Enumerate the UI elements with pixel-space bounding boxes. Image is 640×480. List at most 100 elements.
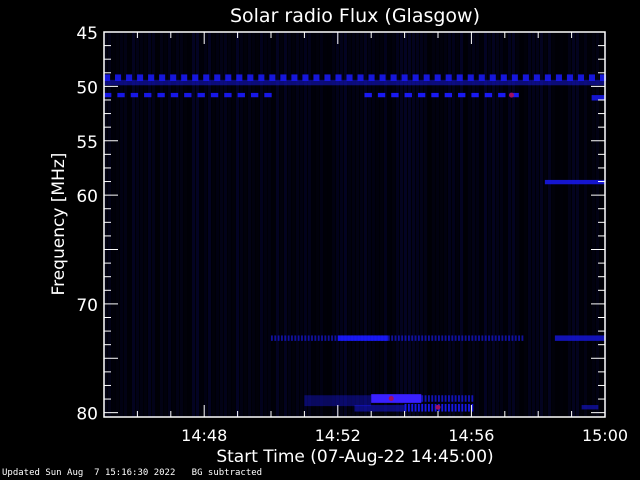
emission-feature — [434, 395, 437, 402]
emission-feature — [424, 403, 427, 412]
noise-streak — [468, 32, 471, 417]
noise-streak — [140, 32, 143, 417]
emission-feature — [414, 403, 417, 412]
emission-feature — [444, 403, 447, 412]
emission-feature — [280, 74, 287, 81]
noise-streak — [576, 32, 579, 417]
emission-feature — [130, 92, 139, 98]
emission-feature — [478, 335, 480, 341]
noise-streak — [372, 32, 375, 417]
emission-feature — [468, 335, 470, 341]
emission-feature — [368, 74, 375, 81]
emission-feature — [126, 74, 133, 81]
noise-streak — [508, 32, 511, 417]
noise-streak — [168, 32, 171, 417]
emission-feature — [387, 335, 390, 341]
noise-streak — [424, 32, 427, 417]
emission-feature — [533, 74, 540, 81]
y-tick-label: 80 — [76, 405, 98, 425]
emission-feature — [302, 74, 309, 81]
emission-feature — [321, 335, 323, 341]
x-tick-label: 15:00 — [582, 426, 628, 445]
noise-streak — [200, 32, 203, 417]
emission-feature — [412, 74, 419, 81]
emission-feature — [247, 74, 254, 81]
emission-feature — [401, 335, 404, 341]
noise-streak — [420, 32, 423, 417]
emission-feature — [448, 395, 450, 402]
noise-streak — [380, 32, 383, 417]
emission-feature — [494, 335, 497, 341]
emission-feature — [522, 74, 529, 81]
noise-streak — [328, 32, 331, 417]
noise-streak — [212, 32, 215, 417]
emission-feature — [458, 335, 460, 341]
emission-feature — [397, 335, 400, 341]
emission-feature — [407, 403, 410, 412]
noise-streak — [556, 32, 559, 417]
emission-feature — [307, 335, 310, 341]
emission-feature — [346, 74, 353, 81]
noise-streak — [368, 32, 371, 417]
emission-feature — [454, 403, 457, 412]
noise-streak — [592, 32, 595, 417]
emission-feature — [394, 335, 397, 341]
noise-streak — [516, 32, 519, 417]
emission-feature — [157, 92, 165, 98]
emission-feature — [464, 403, 467, 412]
emission-feature — [448, 335, 450, 341]
emission-feature — [481, 335, 484, 341]
noise-streak — [560, 32, 563, 417]
emission-feature — [441, 403, 444, 412]
emission-feature — [461, 403, 464, 412]
emission-feature — [337, 335, 388, 341]
emission-feature — [518, 335, 520, 341]
noise-streak — [572, 32, 575, 417]
emission-feature — [461, 335, 464, 341]
noise-streak — [492, 32, 495, 417]
noise-streak — [500, 32, 503, 417]
emission-feature — [401, 74, 408, 81]
emission-feature — [471, 395, 474, 402]
emission-feature — [354, 405, 405, 412]
emission-feature — [371, 394, 422, 403]
emission-feature — [467, 74, 474, 81]
noise-streak — [152, 32, 155, 417]
noise-streak — [240, 32, 243, 417]
emission-feature — [448, 403, 450, 412]
emission-feature — [236, 74, 243, 81]
y-tick-label: 55 — [76, 133, 98, 153]
emission-feature — [554, 335, 605, 341]
noise-streak — [144, 32, 147, 417]
noise-streak — [340, 32, 343, 417]
emission-feature — [311, 335, 313, 341]
noise-streak — [196, 32, 199, 417]
noise-streak — [136, 32, 139, 417]
emission-feature — [456, 74, 463, 81]
emission-feature — [451, 395, 454, 402]
noise-streak — [220, 32, 223, 417]
noise-streak — [172, 32, 175, 417]
emission-feature — [458, 403, 460, 412]
x-tick-label: 14:52 — [315, 426, 361, 445]
emission-feature — [417, 92, 426, 98]
noise-streak — [248, 32, 251, 417]
y-tick-label: 60 — [76, 187, 98, 207]
emission-feature — [250, 92, 259, 98]
emission-feature — [269, 74, 276, 81]
noise-streak — [520, 32, 523, 417]
emission-feature — [192, 74, 199, 81]
noise-streak — [184, 32, 187, 417]
noise-streak — [232, 32, 235, 417]
emission-feature — [591, 95, 605, 101]
noise-streak — [504, 32, 507, 417]
noise-streak — [456, 32, 459, 417]
noise-streak — [580, 32, 583, 417]
emission-feature — [411, 403, 414, 412]
emission-feature — [544, 74, 551, 81]
emission-feature — [170, 92, 179, 98]
noise-streak — [324, 32, 327, 417]
noise-streak — [596, 32, 599, 417]
noise-streak — [296, 32, 299, 417]
chart-title: Solar radio Flux (Glasgow) — [230, 5, 480, 27]
